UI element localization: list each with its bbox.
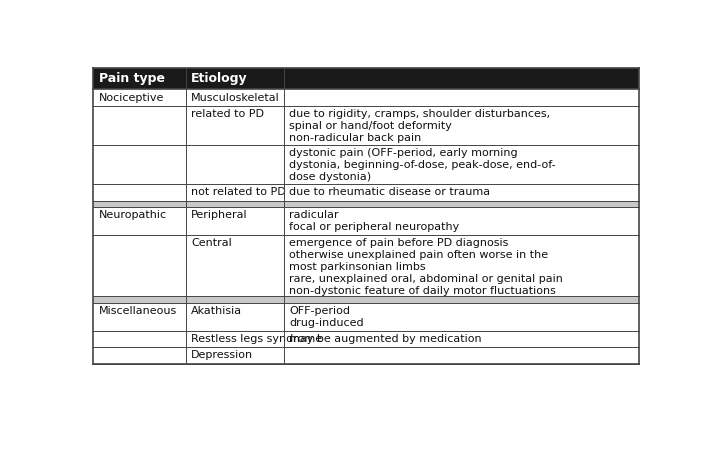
Bar — [93, 184, 639, 201]
Bar — [93, 235, 639, 296]
Text: OFF-period
drug-induced: OFF-period drug-induced — [289, 306, 364, 328]
Bar — [93, 331, 639, 347]
Text: emergence of pain before PD diagnosis
otherwise unexplained pain often worse in : emergence of pain before PD diagnosis ot… — [289, 238, 563, 296]
Text: may be augmented by medication: may be augmented by medication — [289, 334, 482, 344]
Text: not related to PD: not related to PD — [191, 187, 286, 197]
Text: Pain type: Pain type — [99, 72, 164, 85]
Text: Musculoskeletal: Musculoskeletal — [191, 93, 280, 103]
Text: Depression: Depression — [191, 350, 253, 360]
Text: Nociceptive: Nociceptive — [99, 93, 164, 103]
Text: related to PD: related to PD — [191, 109, 264, 119]
Bar — [93, 303, 639, 331]
Text: radicular
focal or peripheral neuropathy: radicular focal or peripheral neuropathy — [289, 210, 460, 232]
Text: due to rigidity, cramps, shoulder disturbances,
spinal or hand/foot deformity
no: due to rigidity, cramps, shoulder distur… — [289, 109, 550, 143]
Text: Akathisia: Akathisia — [191, 306, 242, 316]
Text: Etiology: Etiology — [191, 72, 248, 85]
Bar — [93, 347, 639, 364]
Text: due to rheumatic disease or trauma: due to rheumatic disease or trauma — [289, 187, 491, 197]
Bar — [93, 68, 639, 89]
Bar — [93, 145, 639, 184]
Bar — [93, 207, 639, 235]
Text: Peripheral: Peripheral — [191, 210, 248, 220]
Text: dystonic pain (OFF-period, early morning
dystonia, beginning-of-dose, peak-dose,: dystonic pain (OFF-period, early morning… — [289, 148, 556, 182]
Text: Miscellaneous: Miscellaneous — [99, 306, 177, 316]
Bar — [93, 201, 639, 207]
Bar — [93, 296, 639, 303]
Bar — [93, 106, 639, 145]
Text: Restless legs syndrome: Restless legs syndrome — [191, 334, 323, 344]
Text: Neuropathic: Neuropathic — [99, 210, 166, 220]
Bar — [93, 89, 639, 106]
Text: Central: Central — [191, 238, 232, 248]
